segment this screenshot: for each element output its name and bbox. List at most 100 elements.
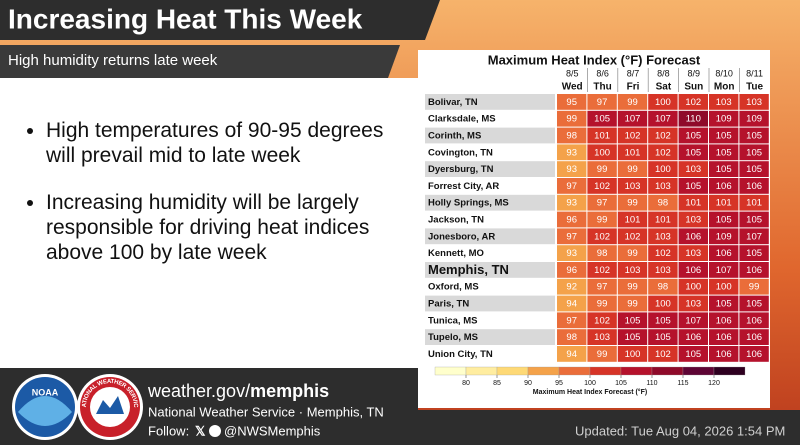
heat-cell	[648, 94, 678, 110]
city-name: Bolivar, TN	[428, 97, 478, 108]
heat-value: 102	[594, 315, 610, 326]
city-name: Kennett, MO	[428, 248, 484, 259]
city-name: Tupelo, MS	[428, 332, 478, 343]
heat-value: 109	[716, 231, 732, 242]
bullet: High temperatures of 90-95 degrees will …	[46, 118, 403, 168]
city-name: Oxford, MS	[428, 282, 479, 293]
date-header: 8/8	[657, 68, 670, 78]
heat-cell	[739, 245, 769, 261]
city-cell	[425, 278, 555, 295]
heat-value: 101	[625, 147, 641, 158]
city-name: Corinth, MS	[428, 131, 481, 142]
heat-value: 105	[716, 299, 732, 310]
heat-value: 100	[685, 282, 701, 293]
heat-cell	[678, 110, 708, 127]
heat-cell	[678, 161, 708, 177]
heat-value: 106	[716, 315, 732, 326]
colorbar-tick-label: 115	[677, 380, 688, 387]
heat-value: 103	[685, 164, 701, 175]
heat-value: 103	[746, 97, 762, 108]
heat-value: 106	[685, 332, 701, 343]
colorbar-tick-label: 85	[493, 380, 501, 387]
colorbar-segment	[651, 366, 684, 376]
heat-cell	[587, 245, 617, 261]
heat-value: 99	[627, 282, 638, 293]
heat-value: 99	[749, 282, 760, 293]
heat-value: 110	[686, 114, 701, 125]
city-name: Jackson, TN	[428, 215, 484, 226]
heat-cell	[709, 110, 739, 127]
heat-value: 97	[566, 231, 577, 242]
heat-cell	[617, 346, 648, 362]
heat-cell	[648, 262, 678, 278]
bullet-list: High temperatures of 90-95 degrees will …	[18, 118, 403, 287]
heat-cell	[587, 278, 617, 295]
subtitle-bar	[0, 45, 400, 78]
nws-emblem	[96, 396, 124, 414]
heat-cell	[739, 278, 769, 295]
colorbar-segment	[682, 366, 715, 376]
colorbar-tick-label: 105	[615, 380, 627, 387]
heat-value: 105	[716, 131, 732, 142]
heat-value: 105	[716, 164, 732, 175]
heat-value: 105	[594, 114, 610, 125]
heat-value: 103	[716, 97, 732, 108]
city-cell	[425, 211, 555, 228]
heat-cell	[648, 245, 678, 261]
heat-value: 106	[746, 265, 762, 276]
heat-value: 109	[716, 114, 732, 125]
heat-value: 102	[625, 231, 641, 242]
heat-value: 99	[597, 164, 608, 175]
heat-cell	[739, 228, 769, 245]
heat-value: 106	[716, 349, 732, 360]
heat-cell	[678, 194, 708, 211]
heat-cell	[739, 178, 769, 194]
colorbar-tick-label: 120	[708, 380, 720, 387]
colorbar: 80 85 90 95 100 105 110 115 120 Maximum Heat Inde…	[434, 366, 746, 396]
heat-cell	[557, 127, 587, 144]
heat-value: 105	[685, 147, 701, 158]
heat-cell	[709, 194, 739, 211]
heat-cell	[739, 329, 769, 345]
city-cell	[425, 144, 555, 161]
city-name: Paris, TN	[428, 299, 469, 310]
heat-cell	[709, 329, 739, 345]
office: National Weather Service · Memphis, TN	[148, 404, 384, 419]
heat-value: 107	[655, 114, 671, 125]
nws-logo-center	[90, 387, 130, 427]
heat-cell	[648, 295, 678, 312]
heat-cell	[557, 161, 587, 177]
day-header: Thu	[593, 82, 611, 93]
heat-cell	[587, 211, 617, 228]
heat-cell	[587, 178, 617, 194]
table-title: Maximum Heat Index (°F) Forecast	[488, 52, 701, 67]
city-name: Memphis, TN	[428, 262, 509, 277]
heat-value: 100	[655, 299, 671, 310]
heat-value: 93	[566, 198, 577, 209]
heat-value: 105	[746, 215, 762, 226]
heat-cell	[648, 228, 678, 245]
handle: @NWSMemphis	[224, 423, 321, 438]
heat-value: 99	[627, 97, 638, 108]
heat-cell	[557, 278, 587, 295]
heat-cell	[587, 161, 617, 177]
heat-cell	[557, 178, 587, 194]
heat-cell	[648, 161, 678, 177]
heat-cell	[557, 295, 587, 312]
heat-cell	[678, 228, 708, 245]
heat-value: 103	[685, 248, 701, 259]
heat-value: 105	[625, 332, 641, 343]
subtitle: High humidity returns late week	[8, 52, 218, 69]
heat-cell	[587, 295, 617, 312]
city-cell	[425, 178, 555, 194]
title: Increasing Heat This Week	[8, 3, 363, 34]
heat-cell	[648, 211, 678, 228]
heat-cell	[648, 144, 678, 161]
heat-value: 106	[716, 332, 732, 343]
heat-cell	[739, 110, 769, 127]
heat-cell	[678, 346, 708, 362]
heat-value: 103	[625, 265, 641, 276]
heat-value: 106	[685, 231, 701, 242]
heat-cell	[709, 278, 739, 295]
